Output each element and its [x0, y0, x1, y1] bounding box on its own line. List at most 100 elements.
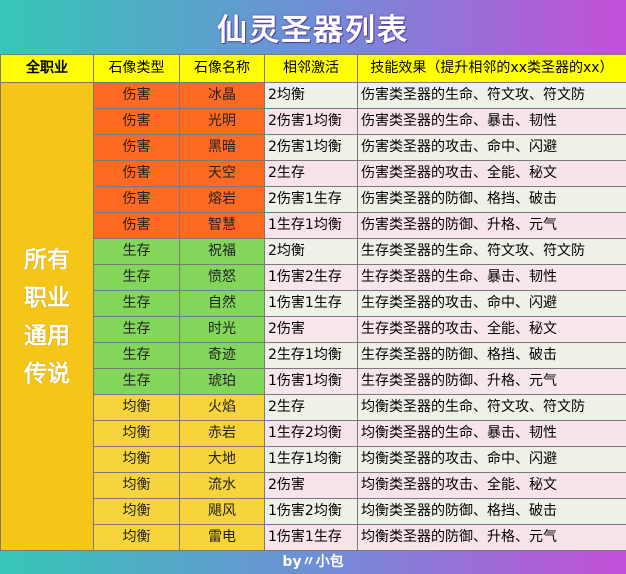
table-row: 生存 愤怒 1伤害2生存 生存类圣器的生命、暴击、韧性 — [1, 264, 626, 291]
cell-type: 生存 — [93, 368, 180, 395]
cell-type: 生存 — [93, 316, 180, 343]
cell-type: 生存 — [93, 290, 180, 317]
cell-type: 均衡 — [93, 394, 180, 421]
cell-adjacent: 2均衡 — [264, 82, 358, 109]
cell-adjacent: 2生存1均衡 — [264, 342, 358, 369]
cell-adjacent: 2伤害1均衡 — [264, 108, 358, 135]
header-adjacent: 相邻激活 — [264, 54, 358, 83]
cell-effect: 伤害类圣器的生命、符文攻、符文防 — [357, 82, 626, 109]
cell-type: 均衡 — [93, 498, 180, 525]
cell-name: 黑暗 — [179, 134, 265, 161]
cell-name: 时光 — [179, 316, 265, 343]
table-row: 伤害 天空 2生存 伤害类圣器的攻击、全能、秘文 — [1, 160, 626, 187]
cell-effect: 伤害类圣器的生命、暴击、韧性 — [357, 108, 626, 135]
header-name: 石像名称 — [179, 54, 265, 83]
table-row: 生存 时光 2伤害 生存类圣器的攻击、全能、秘文 — [1, 316, 626, 343]
cell-effect: 均衡类圣器的生命、符文攻、符文防 — [357, 394, 626, 421]
table-row: 生存 奇迹 2生存1均衡 生存类圣器的防御、格挡、破击 — [1, 342, 626, 369]
cell-adjacent: 2伤害1生存 — [264, 186, 358, 213]
cell-adjacent: 2均衡 — [264, 238, 358, 265]
cell-name: 冰晶 — [179, 82, 265, 109]
cell-type: 伤害 — [93, 186, 180, 213]
cell-effect: 伤害类圣器的防御、格挡、破击 — [357, 186, 626, 213]
header-role: 全职业 — [0, 54, 94, 83]
table-row: 均衡 火焰 2生存 均衡类圣器的生命、符文攻、符文防 — [1, 394, 626, 421]
cell-name: 火焰 — [179, 394, 265, 421]
table-row: 均衡 流水 2伤害 均衡类圣器的攻击、全能、秘文 — [1, 472, 626, 499]
table-row: 生存 自然 1伤害1生存 生存类圣器的攻击、命中、闪避 — [1, 290, 626, 317]
cell-effect: 伤害类圣器的防御、升格、元气 — [357, 212, 626, 239]
cell-effect: 均衡类圣器的生命、暴击、韧性 — [357, 420, 626, 447]
credit-footer: by〃小包 — [282, 554, 344, 570]
cell-adjacent: 1伤害2均衡 — [264, 498, 358, 525]
cell-effect: 生存类圣器的生命、暴击、韧性 — [357, 264, 626, 291]
cell-name: 光明 — [179, 108, 265, 135]
cell-effect: 生存类圣器的攻击、命中、闪避 — [357, 290, 626, 317]
cell-effect: 均衡类圣器的防御、升格、元气 — [357, 524, 626, 551]
table-row: 伤害 黑暗 2伤害1均衡 伤害类圣器的攻击、命中、闪避 — [1, 134, 626, 161]
cell-effect: 均衡类圣器的防御、格挡、破击 — [357, 498, 626, 525]
cell-effect: 生存类圣器的防御、格挡、破击 — [357, 342, 626, 369]
cell-effect: 生存类圣器的防御、升格、元气 — [357, 368, 626, 395]
cell-type: 均衡 — [93, 420, 180, 447]
cell-type: 伤害 — [93, 212, 180, 239]
table-row: 均衡 大地 1生存1均衡 均衡类圣器的攻击、命中、闪避 — [1, 446, 626, 473]
cell-name: 赤岩 — [179, 420, 265, 447]
cell-adjacent: 1生存2均衡 — [264, 420, 358, 447]
cell-name: 奇迹 — [179, 342, 265, 369]
cell-name: 飓风 — [179, 498, 265, 525]
cell-name: 祝福 — [179, 238, 265, 265]
artifact-table: 全职业 石像类型 石像名称 相邻激活 技能效果（提升相邻的xx类圣器的xx） 所… — [0, 54, 626, 551]
table-row: 均衡 雷电 1伤害1生存 均衡类圣器的防御、升格、元气 — [1, 524, 626, 551]
cell-adjacent: 2伤害 — [264, 316, 358, 343]
cell-adjacent: 2伤害 — [264, 472, 358, 499]
table-row: 所有职业通用传说 伤害 冰晶 2均衡 伤害类圣器的生命、符文攻、符文防 — [0, 82, 626, 551]
cell-effect: 均衡类圣器的攻击、全能、秘文 — [357, 472, 626, 499]
cell-name: 熔岩 — [179, 186, 265, 213]
cell-type: 均衡 — [93, 524, 180, 551]
cell-name: 流水 — [179, 472, 265, 499]
header-effect: 技能效果（提升相邻的xx类圣器的xx） — [357, 54, 626, 83]
table-row: 伤害 光明 2伤害1均衡 伤害类圣器的生命、暴击、韧性 — [1, 108, 626, 135]
cell-adjacent: 1生存1均衡 — [264, 212, 358, 239]
table-row: 生存 祝福 2均衡 生存类圣器的生命、符文攻、符文防 — [1, 238, 626, 265]
table-row: 伤害 熔岩 2伤害1生存 伤害类圣器的防御、格挡、破击 — [1, 186, 626, 213]
cell-name: 大地 — [179, 446, 265, 473]
cell-type: 伤害 — [93, 160, 180, 187]
cell-type: 均衡 — [93, 446, 180, 473]
cell-type: 均衡 — [93, 472, 180, 499]
table-header-row: 全职业 石像类型 石像名称 相邻激活 技能效果（提升相邻的xx类圣器的xx） — [0, 54, 626, 83]
side-label: 所有职业通用传说 — [0, 82, 94, 551]
header-type: 石像类型 — [93, 54, 180, 83]
page-title: 仙灵圣器列表 — [217, 13, 409, 48]
cell-effect: 均衡类圣器的攻击、命中、闪避 — [357, 446, 626, 473]
cell-adjacent: 1伤害1均衡 — [264, 368, 358, 395]
cell-name: 智慧 — [179, 212, 265, 239]
table-row: 均衡 赤岩 1生存2均衡 均衡类圣器的生命、暴击、韧性 — [1, 420, 626, 447]
cell-effect: 伤害类圣器的攻击、命中、闪避 — [357, 134, 626, 161]
table-row: 生存 琥珀 1伤害1均衡 生存类圣器的防御、升格、元气 — [1, 368, 626, 395]
table-row: 伤害 智慧 1生存1均衡 伤害类圣器的防御、升格、元气 — [1, 212, 626, 239]
cell-type: 伤害 — [93, 108, 180, 135]
cell-adjacent: 1伤害1生存 — [264, 290, 358, 317]
cell-adjacent: 2生存 — [264, 394, 358, 421]
cell-effect: 伤害类圣器的攻击、全能、秘文 — [357, 160, 626, 187]
cell-name: 琥珀 — [179, 368, 265, 395]
cell-effect: 生存类圣器的生命、符文攻、符文防 — [357, 238, 626, 265]
table-body: 所有职业通用传说 伤害 冰晶 2均衡 伤害类圣器的生命、符文攻、符文防 伤害 光明 2伤害1均… — [0, 82, 626, 551]
cell-name: 雷电 — [179, 524, 265, 551]
cell-type: 伤害 — [93, 134, 180, 161]
cell-type: 伤害 — [93, 82, 180, 109]
cell-adjacent: 1生存1均衡 — [264, 446, 358, 473]
cell-effect: 生存类圣器的攻击、全能、秘文 — [357, 316, 626, 343]
cell-name: 天空 — [179, 160, 265, 187]
cell-adjacent: 1伤害1生存 — [264, 524, 358, 551]
cell-type: 生存 — [93, 264, 180, 291]
cell-adjacent: 2生存 — [264, 160, 358, 187]
cell-type: 生存 — [93, 342, 180, 369]
cell-adjacent: 1伤害2生存 — [264, 264, 358, 291]
cell-name: 愤怒 — [179, 264, 265, 291]
cell-adjacent: 2伤害1均衡 — [264, 134, 358, 161]
cell-type: 生存 — [93, 238, 180, 265]
